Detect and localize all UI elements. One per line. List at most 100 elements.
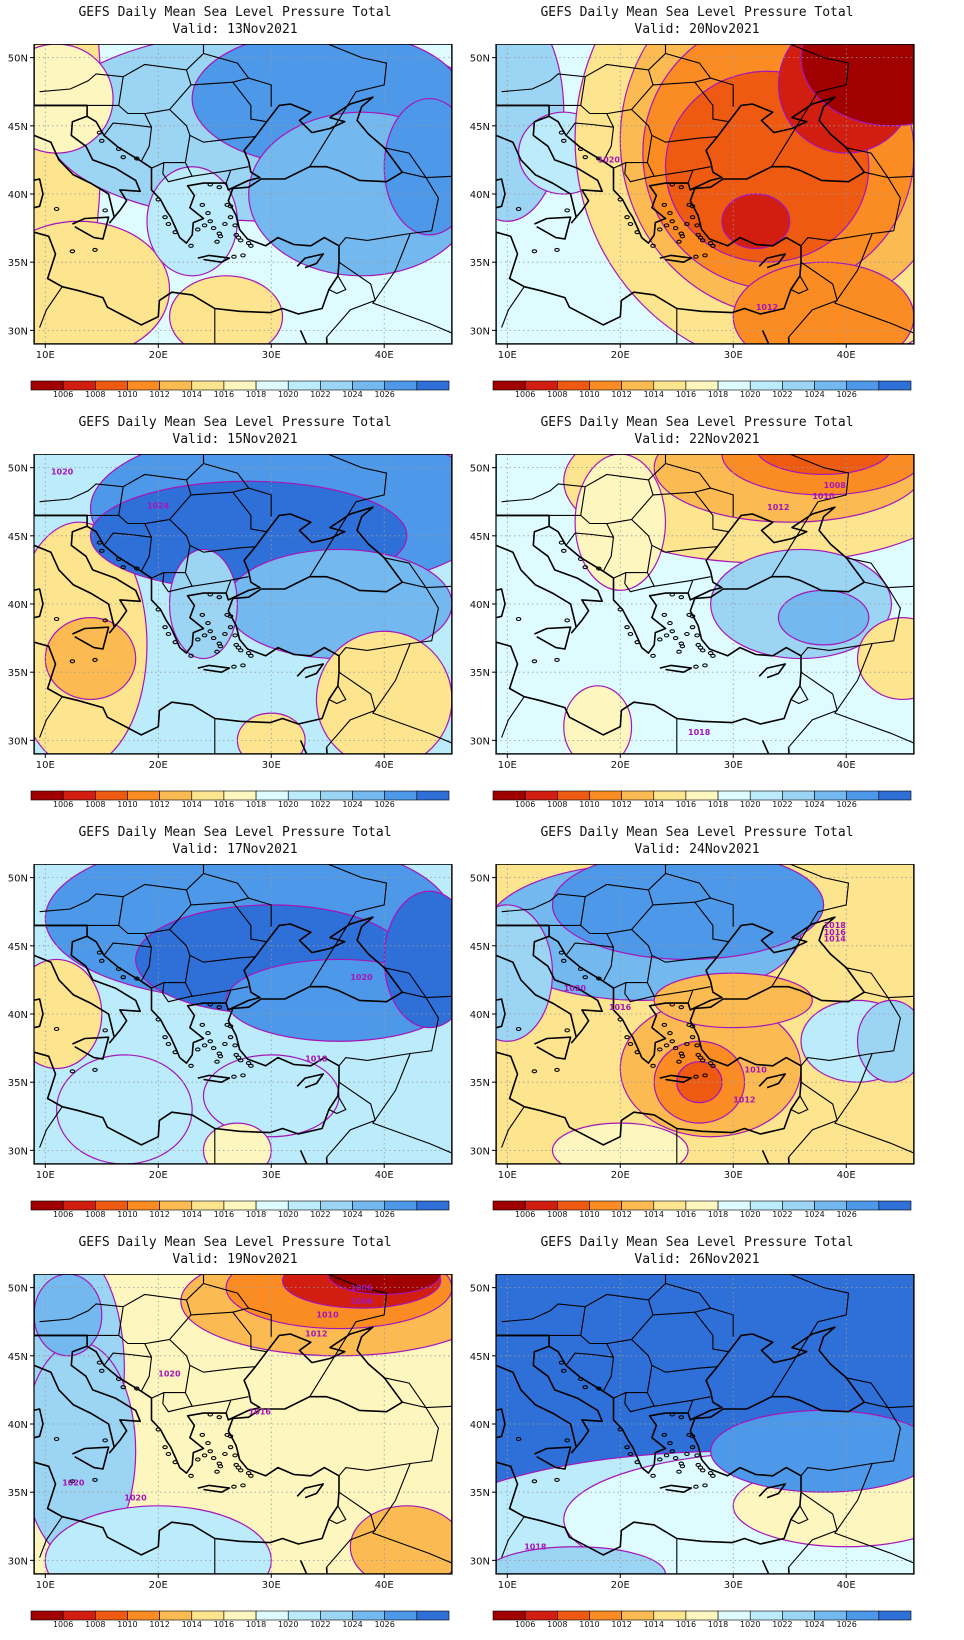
lon-tick-label: 10E xyxy=(498,1170,517,1181)
colorbar-label: 1006 xyxy=(515,1210,535,1218)
contour-label: 1020 xyxy=(124,1493,147,1502)
country-border xyxy=(203,872,250,899)
country-border xyxy=(118,1299,192,1345)
pressure-region xyxy=(202,1054,340,1138)
country-border xyxy=(203,1282,250,1309)
country-border xyxy=(565,942,614,956)
country-border xyxy=(338,1401,439,1477)
contour-label: 1018 xyxy=(824,921,847,930)
island-outline xyxy=(240,1073,246,1078)
colorbar-label: 1018 xyxy=(246,1210,266,1218)
island-outline xyxy=(657,227,663,232)
colorbar: 1006 1008 1010 1012 1014 1016 1018 1020 1022 1024… xyxy=(30,790,450,808)
colorbar-label: 1024 xyxy=(342,800,362,808)
panel-title: GEFS Daily Mean Sea Level Pressure Total xyxy=(78,825,392,840)
colorbar-swatch xyxy=(223,1200,257,1211)
colorbar-label: 1020 xyxy=(278,1620,298,1628)
colorbar-swatch xyxy=(814,1200,847,1211)
country-border xyxy=(140,523,153,572)
country-border xyxy=(372,233,452,334)
lat-tick-label: 45N xyxy=(470,122,490,133)
island-outline xyxy=(92,1477,98,1482)
colorbar-swatch xyxy=(352,380,385,391)
island-outline xyxy=(237,1058,244,1063)
island-outline xyxy=(231,1074,237,1079)
colorbar-label: 1020 xyxy=(740,1620,760,1628)
country-border xyxy=(613,572,648,579)
island-outline xyxy=(710,653,716,658)
coastline xyxy=(296,1073,324,1089)
coastline xyxy=(534,626,572,650)
lat-tick-label: 30N xyxy=(470,326,490,337)
colorbar-label: 1018 xyxy=(246,1620,266,1628)
contour-label: 1008 xyxy=(824,481,847,490)
country-border xyxy=(203,462,250,489)
country-border xyxy=(631,109,718,143)
island-outline xyxy=(634,1460,640,1465)
country-border xyxy=(800,991,901,1067)
island-outline xyxy=(667,1441,673,1446)
coastline xyxy=(34,104,141,224)
country-border xyxy=(162,572,193,593)
colorbar-swatch xyxy=(685,1610,719,1621)
lat-tick-label: 45N xyxy=(8,532,28,543)
island-outline xyxy=(188,1473,194,1478)
colorbar-swatch xyxy=(524,790,558,801)
country-border xyxy=(328,275,347,295)
coastline xyxy=(496,454,914,754)
island-outline xyxy=(676,649,682,654)
island-outline xyxy=(115,1376,122,1382)
island-outline xyxy=(172,640,178,645)
colorbar-label: 1008 xyxy=(547,1620,567,1628)
pressure-region xyxy=(168,548,238,660)
island-outline xyxy=(596,1386,602,1391)
country-border xyxy=(624,572,655,593)
contour-label: 1016 xyxy=(609,1003,632,1012)
island-outline xyxy=(661,202,668,207)
island-outline xyxy=(702,1073,708,1078)
island-outline xyxy=(678,595,685,600)
colorbar-swatch xyxy=(320,790,353,801)
lat-tick-label: 40N xyxy=(8,190,28,201)
lon-tick-label: 40E xyxy=(375,1170,394,1181)
colorbar-swatch xyxy=(62,380,96,391)
lon-tick-label: 20E xyxy=(611,760,630,771)
coastline xyxy=(34,514,141,634)
island-outline xyxy=(695,642,701,647)
lon-tick-label: 10E xyxy=(36,1580,55,1591)
colorbar-label: 1020 xyxy=(278,1210,298,1218)
colorbar-swatch xyxy=(589,380,622,391)
island-outline xyxy=(669,1039,675,1044)
colorbar-label: 1006 xyxy=(53,1210,73,1218)
island-outline xyxy=(710,1473,716,1478)
island-outline xyxy=(699,238,706,243)
coastline xyxy=(34,864,452,1164)
country-border xyxy=(103,122,152,136)
map-panel: GEFS Daily Mean Sea Level Pressure Total… xyxy=(462,410,932,810)
country-border xyxy=(631,519,718,553)
pressure-region xyxy=(777,589,870,646)
colorbar-swatch xyxy=(782,1610,815,1621)
country-border xyxy=(800,1401,901,1477)
pressure-region xyxy=(383,890,452,1029)
colorbar-swatch xyxy=(30,1200,64,1211)
colorbar-swatch xyxy=(782,380,815,391)
contour-label: 1012 xyxy=(305,1330,327,1339)
island-outline xyxy=(248,243,254,248)
colorbar-swatch xyxy=(621,1610,655,1621)
island-outline xyxy=(679,234,686,239)
colorbar-label: 1026 xyxy=(837,390,857,398)
colorbar-swatch xyxy=(846,790,880,801)
panel-valid-date: Valid: 19Nov2021 xyxy=(172,1252,298,1267)
lat-tick-label: 30N xyxy=(8,1146,28,1157)
lon-tick-label: 20E xyxy=(149,350,168,361)
island-outline xyxy=(689,625,696,630)
lat-tick-label: 30N xyxy=(470,736,490,747)
island-outline xyxy=(237,238,244,243)
colorbar-label: 1016 xyxy=(676,800,696,808)
colorbar-label: 1012 xyxy=(611,1210,631,1218)
colorbar-swatch xyxy=(416,1200,450,1211)
country-border xyxy=(372,643,452,744)
island-outline xyxy=(663,223,670,228)
pressure-map: 1008 1010 1012 1018 50N 45N 40N 35N 30N 10E 20E 30E… xyxy=(470,454,915,771)
